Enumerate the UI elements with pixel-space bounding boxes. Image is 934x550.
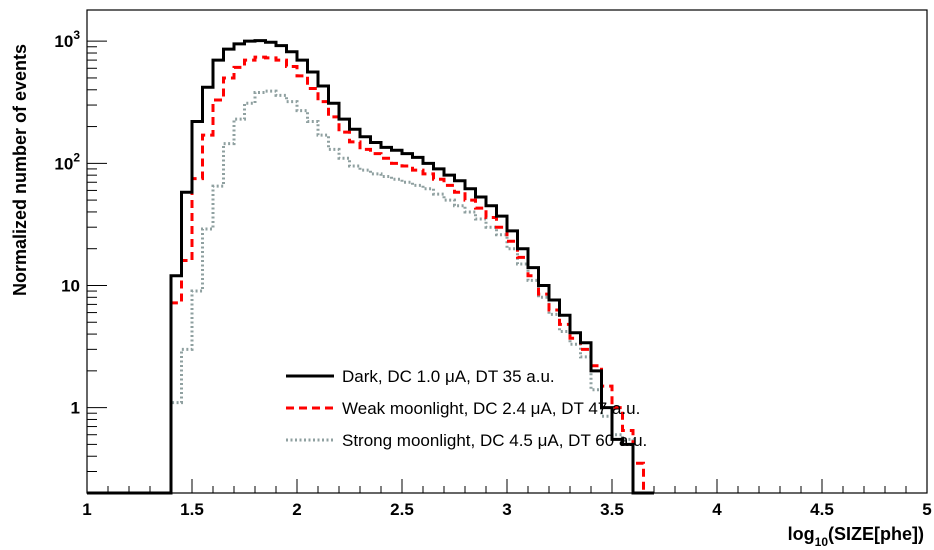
x-tick-label: 5 — [922, 500, 931, 519]
x-tick-label: 4.5 — [810, 500, 834, 519]
y-tick-label: 103 — [54, 28, 80, 51]
x-tick-label: 3 — [502, 500, 511, 519]
x-axis-title: log10(SIZE[phe]) — [788, 524, 924, 549]
legend-label-0: Dark, DC 1.0 μA, DT 35 a.u. — [342, 367, 555, 386]
legend-label-1: Weak moonlight, DC 2.4 μA, DT 47 a.u. — [342, 399, 640, 418]
y-tick-label: 10 — [61, 276, 80, 295]
y-tick-label: 102 — [54, 150, 80, 173]
series-line-0 — [87, 39, 654, 495]
x-axis: 1 1.5 2 2.5 3 3.5 4 4.5 5 — [82, 479, 932, 519]
x-axis-title-sub: 10 — [815, 535, 829, 549]
x-tick-label: 1 — [82, 500, 91, 519]
x-tick-label: 2.5 — [390, 500, 414, 519]
y-tick-label: 1 — [71, 399, 80, 418]
x-axis-title-base: log — [788, 524, 815, 544]
y-axis: 1 10 102 103 — [54, 28, 107, 494]
x-axis-title-rest: (SIZE[phe]) — [828, 524, 924, 544]
legend-label-2: Strong moonlight, DC 4.5 μA, DT 60 a.u. — [342, 431, 647, 450]
x-tick-label: 4 — [712, 500, 722, 519]
x-tick-label: 3.5 — [600, 500, 624, 519]
y-axis-title: Normalized number of events — [10, 44, 30, 296]
series-line-1 — [87, 55, 654, 495]
x-tick-label: 2 — [292, 500, 301, 519]
series-line-2 — [87, 89, 654, 495]
legend: Dark, DC 1.0 μA, DT 35 a.u. Weak moonligh… — [286, 367, 647, 450]
series-group — [87, 39, 654, 495]
x-tick-label: 1.5 — [180, 500, 204, 519]
